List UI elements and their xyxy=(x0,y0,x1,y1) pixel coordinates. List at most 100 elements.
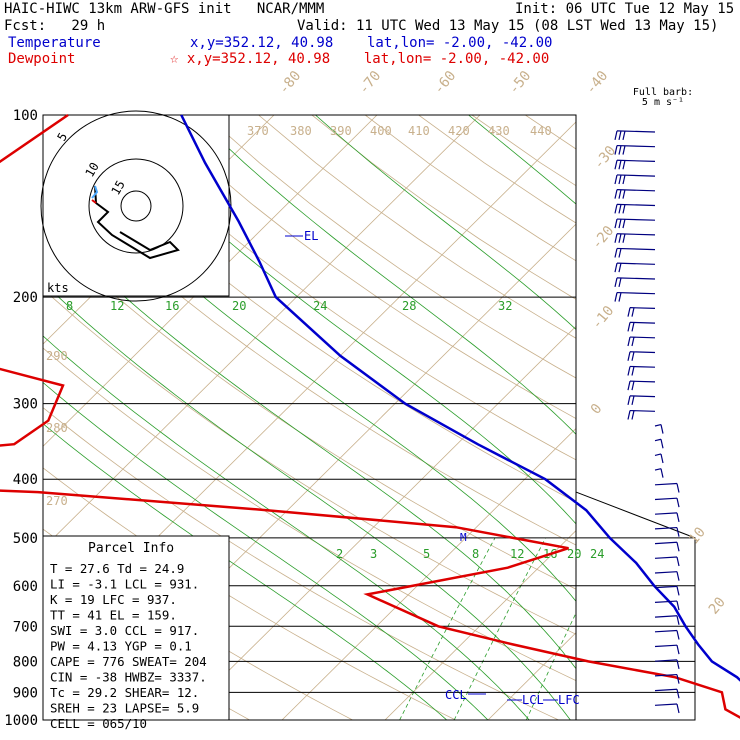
temperature-profile xyxy=(180,114,740,682)
isotherm-label: -50 xyxy=(506,68,535,98)
moist-adiabat-line xyxy=(43,219,576,670)
header-init: Init: 06 UTC Tue 12 May 15 xyxy=(515,1,735,17)
pressure-tick-label: 500 xyxy=(13,531,38,547)
wind-barb-flag xyxy=(676,586,680,596)
isotherm-label: -70 xyxy=(356,68,385,98)
wind-barb-flag xyxy=(618,233,622,243)
wind-barb-staff xyxy=(654,497,678,501)
wind-barb-flag xyxy=(631,307,635,317)
wind-barb-flag xyxy=(627,322,631,332)
wind-barb-staff xyxy=(654,673,678,677)
wind-barb-staff xyxy=(654,644,678,648)
wind-barb-flag xyxy=(631,322,635,332)
isotherm-line xyxy=(43,115,378,447)
wind-barb-flag xyxy=(614,145,618,155)
moist-adiabat-line xyxy=(193,115,576,435)
wind-barb-staff xyxy=(654,468,662,471)
hodograph-ring-label: 10 xyxy=(82,160,101,180)
parcel-info-row: CAPE = 776 SWEAT= 204 xyxy=(50,654,207,669)
moist-adiabat-line xyxy=(97,115,576,525)
wind-barb-staff xyxy=(654,423,662,427)
dry-adiabat-line xyxy=(98,115,576,461)
wind-barb-flag xyxy=(660,468,664,478)
pressure-tick-label: 700 xyxy=(13,619,38,635)
dry-adiabat-label: 430 xyxy=(488,124,510,138)
wind-barb-flag xyxy=(618,263,622,273)
wind-barb-flag xyxy=(618,204,622,214)
el-label: EL xyxy=(304,229,318,243)
wind-barb-staff xyxy=(654,571,678,574)
wind-barb-flag xyxy=(618,130,622,140)
wind-barb-flag xyxy=(618,277,622,287)
wind-barb-staff xyxy=(654,688,678,692)
pressure-tick-label: 100 xyxy=(13,108,38,124)
wind-barb-flag xyxy=(614,174,618,185)
wind-barb-flag xyxy=(627,336,631,347)
wind-barb-staff xyxy=(654,556,678,559)
wind-barb-flag xyxy=(627,395,631,405)
wind-barb-flag xyxy=(676,674,680,684)
wind-barb-flag xyxy=(627,410,631,420)
moist-adiabat-label: 8 xyxy=(66,299,73,313)
melting-level-label: M xyxy=(460,531,467,544)
dry-adiabat-line xyxy=(364,115,576,262)
pressure-tick-label: 300 xyxy=(13,397,38,413)
hodograph-ring xyxy=(120,190,152,222)
wind-barb-flag xyxy=(627,307,631,317)
wind-barb-flag xyxy=(676,483,680,493)
isotherm-line xyxy=(178,325,576,720)
wind-barb-staff xyxy=(616,144,656,148)
wind-barb-flag xyxy=(622,145,626,155)
wind-barb-flag xyxy=(614,130,618,140)
parcel-info-row: Tc = 29.2 SHEAR= 12. xyxy=(50,685,199,700)
dry-adiabat-line xyxy=(418,115,576,224)
pressure-tick-label: 600 xyxy=(13,579,38,595)
wind-barb-staff xyxy=(654,585,678,589)
dry-adiabat-line xyxy=(685,115,740,720)
parcel-info-row: CIN = -38 HWBZ= 3337. xyxy=(50,670,207,685)
isotherm-label: 20 xyxy=(706,594,729,617)
isotherm-label: 0 xyxy=(588,401,606,418)
mixing-ratio-label: 5 xyxy=(423,547,430,561)
wind-barb-flag xyxy=(660,439,664,449)
hodograph-trace-surface xyxy=(91,199,97,204)
hodograph-units-label: kts xyxy=(47,281,69,295)
pressure-tick-label: 800 xyxy=(13,654,38,670)
dry-adiabat-label: 420 xyxy=(448,124,470,138)
header-title: HAIC-HIWC 13km ARW-GFS init NCAR/MMM xyxy=(4,1,325,17)
mixing-ratio-line xyxy=(453,537,546,720)
wind-barb-flag xyxy=(627,366,631,376)
wind-barb-flag xyxy=(622,174,626,185)
wind-barb-staff xyxy=(616,262,656,265)
dewpoint-location: ☆ x,y=352.12, 40.98 lat,lon= -2.00, -42.… xyxy=(170,51,550,67)
moist-adiabat-line xyxy=(43,381,489,720)
wind-barb-flag xyxy=(622,233,626,243)
wind-barb-flag xyxy=(631,336,635,347)
temperature-legend: Temperature xyxy=(8,35,101,51)
parcel-info-frame xyxy=(42,535,230,721)
hodograph-frame xyxy=(42,114,230,297)
wind-barb-flag xyxy=(622,204,626,214)
wind-barb-staff xyxy=(654,512,678,515)
wind-barb-flag xyxy=(618,248,622,258)
wind-barb-flag xyxy=(614,233,618,243)
isotherm-line xyxy=(281,427,576,720)
moist-adiabat-label: 12 xyxy=(110,299,124,313)
wind-barb-flag xyxy=(614,160,618,170)
barb-panel-frame xyxy=(575,491,696,721)
wind-barb-staff xyxy=(654,659,678,662)
wind-barb-staff xyxy=(654,541,678,545)
wind-barb-flag xyxy=(676,542,680,552)
dry-adiabat-line xyxy=(204,115,576,379)
wind-barb-flag xyxy=(676,703,680,714)
wind-barb-flag xyxy=(622,189,626,199)
dewpoint-profile xyxy=(0,113,740,719)
wind-barb-flag xyxy=(614,263,618,273)
mixing-ratio-label: 24 xyxy=(590,547,604,561)
wind-barb-staff xyxy=(616,203,656,207)
moist-adiabat-line xyxy=(43,335,530,720)
wind-barb-flag xyxy=(676,571,680,581)
moist-adiabat-line xyxy=(43,423,448,720)
parcel-info-title: Parcel Info xyxy=(88,541,174,556)
